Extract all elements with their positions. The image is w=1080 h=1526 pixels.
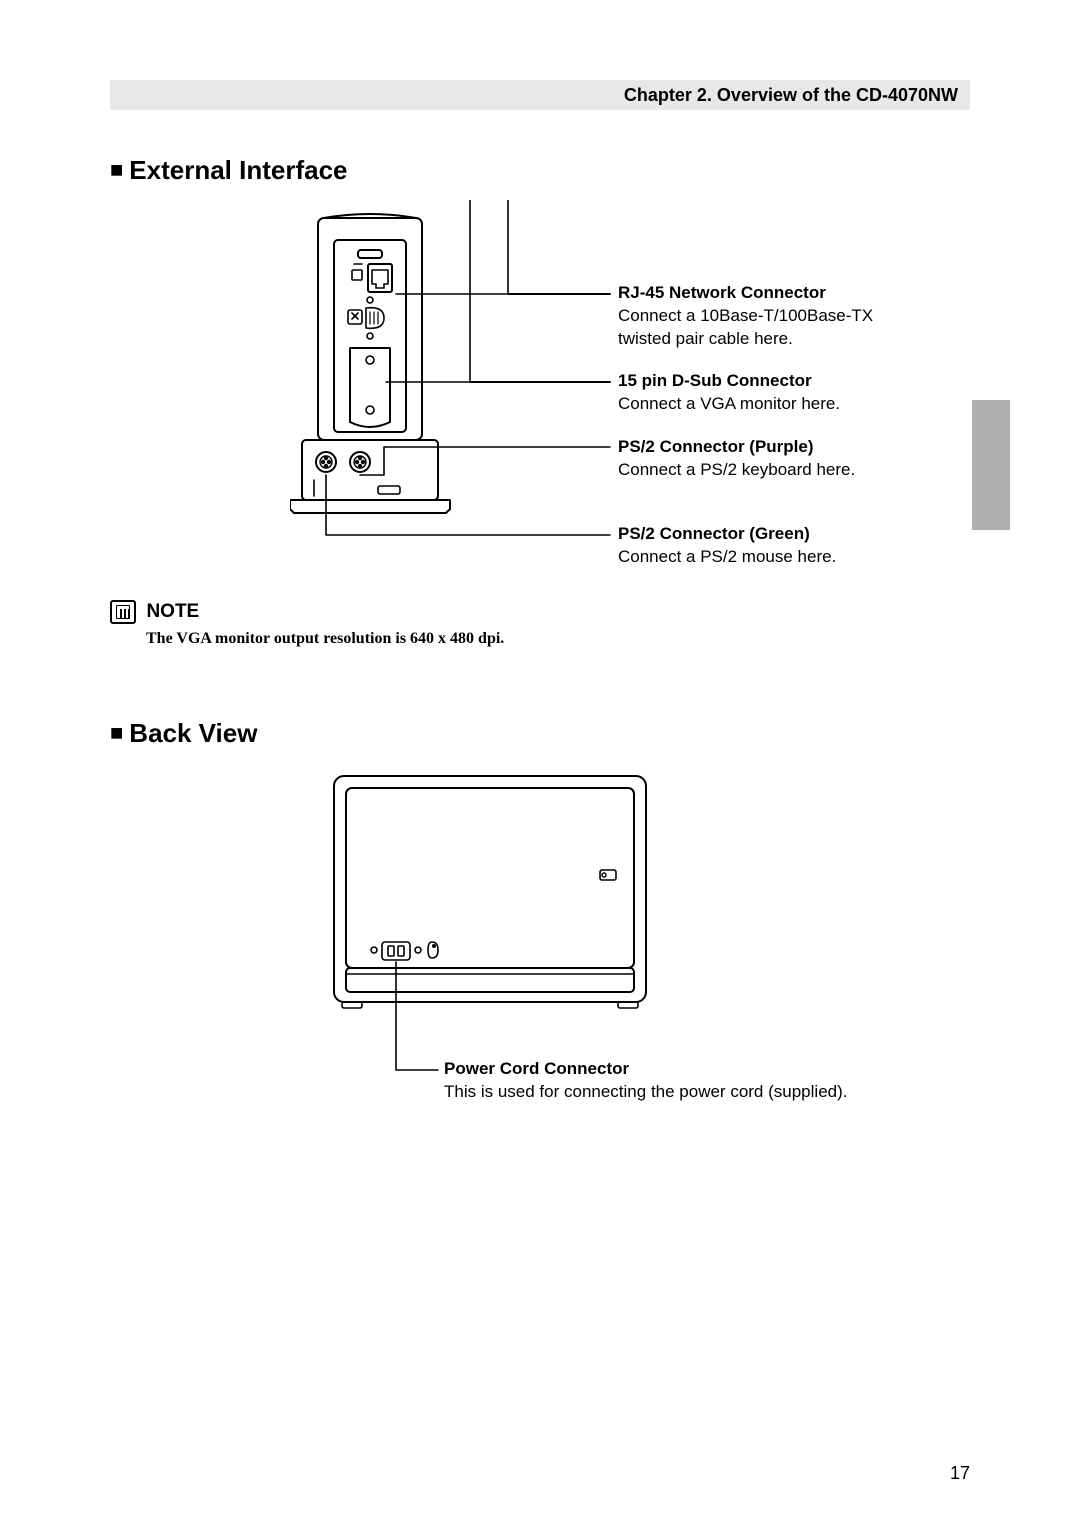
callout-power: Power Cord Connector This is used for co… [444,1058,854,1104]
ps2green-desc: Connect a PS/2 mouse here. [618,547,836,566]
note-block: NOTE The VGA monitor output resolution i… [110,600,504,648]
device-back-svg [320,770,880,1170]
ps2purple-desc: Connect a PS/2 keyboard here. [618,460,855,479]
section-external-interface: ■External Interface [110,155,348,186]
ps2purple-title: PS/2 Connector (Purple) [618,436,918,459]
power-title: Power Cord Connector [444,1058,854,1081]
rj45-title: RJ-45 Network Connector [618,282,918,305]
bullet-square: ■ [110,720,123,745]
chapter-header: Chapter 2. Overview of the CD-4070NW [110,80,970,110]
dsub-title: 15 pin D-Sub Connector [618,370,918,393]
callout-ps2-green: PS/2 Connector (Green) Connect a PS/2 mo… [618,523,918,569]
side-tab [972,400,1010,530]
chapter-title: Chapter 2. Overview of the CD-4070NW [624,85,958,106]
ps2green-title: PS/2 Connector (Green) [618,523,918,546]
callout-ps2-purple: PS/2 Connector (Purple) Connect a PS/2 k… [618,436,918,482]
section2-title: Back View [129,718,257,748]
back-view-diagram: Power Cord Connector This is used for co… [320,770,880,1170]
note-icon [110,600,136,624]
callout-dsub: 15 pin D-Sub Connector Connect a VGA mon… [618,370,918,416]
rj45-desc: Connect a 10Base-T/100Base-TX twisted pa… [618,306,873,348]
power-desc: This is used for connecting the power co… [444,1082,847,1101]
external-interface-diagram: RJ-45 Network Connector Connect a 10Base… [290,200,930,570]
callout-rj45: RJ-45 Network Connector Connect a 10Base… [618,282,918,351]
section-back-view: ■Back View [110,718,257,749]
section1-title: External Interface [129,155,347,185]
bullet-square: ■ [110,157,123,182]
note-text: The VGA monitor output resolution is 640… [146,630,504,648]
note-label: NOTE [146,601,199,622]
dsub-desc: Connect a VGA monitor here. [618,394,840,413]
page-number: 17 [950,1463,970,1484]
